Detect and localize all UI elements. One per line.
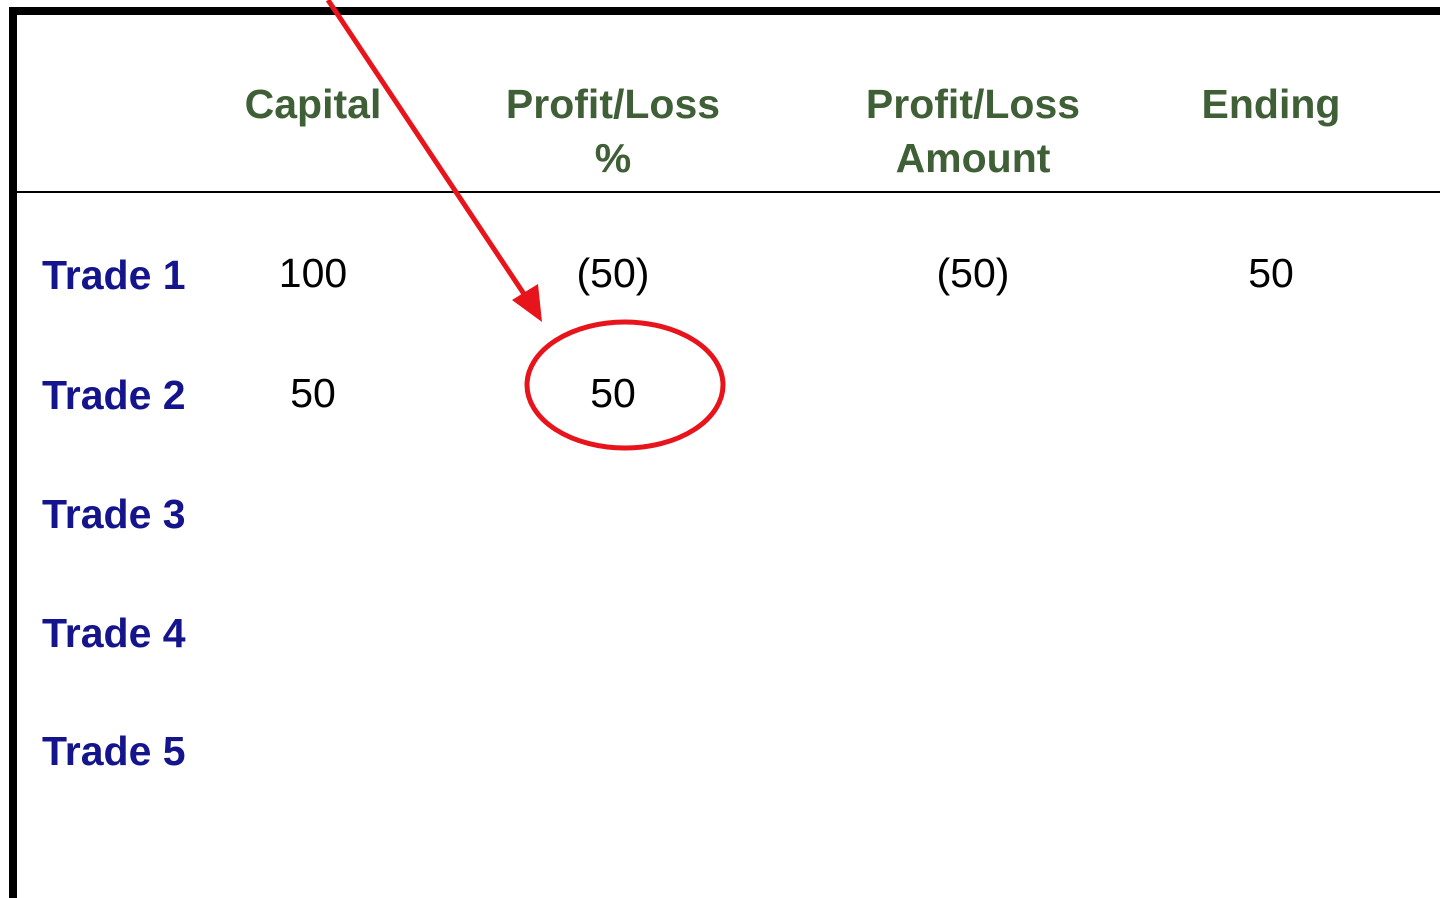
annotation <box>325 0 726 451</box>
column-header: Ending <box>1202 81 1341 127</box>
highlight-circle <box>524 319 726 451</box>
column-header: % <box>595 135 631 181</box>
row-label: Trade 3 <box>42 491 186 537</box>
cell-value: 50 <box>290 370 336 416</box>
cell-value: (50) <box>577 250 650 296</box>
arrow-shaft <box>325 0 531 302</box>
cell-value: (50) <box>937 250 1010 296</box>
column-header: Capital <box>245 81 382 127</box>
column-header: Profit/Loss <box>866 81 1080 127</box>
row-label: Trade 5 <box>42 728 186 774</box>
column-header: Amount <box>896 135 1051 181</box>
arrow-head <box>512 284 542 322</box>
table: Capital Profit/Loss% Profit/Loss Amount Endi… <box>42 81 1340 774</box>
cell-value: 100 <box>279 250 347 296</box>
cell-value: 50 <box>1248 250 1294 296</box>
cell-value: 50 <box>590 370 636 416</box>
row-label: Trade 2 <box>42 372 186 418</box>
column-header: Profit/Loss <box>506 81 720 127</box>
frame <box>9 7 1440 898</box>
row-label: Trade 1 <box>42 252 186 298</box>
row-label: Trade 4 <box>42 610 186 656</box>
